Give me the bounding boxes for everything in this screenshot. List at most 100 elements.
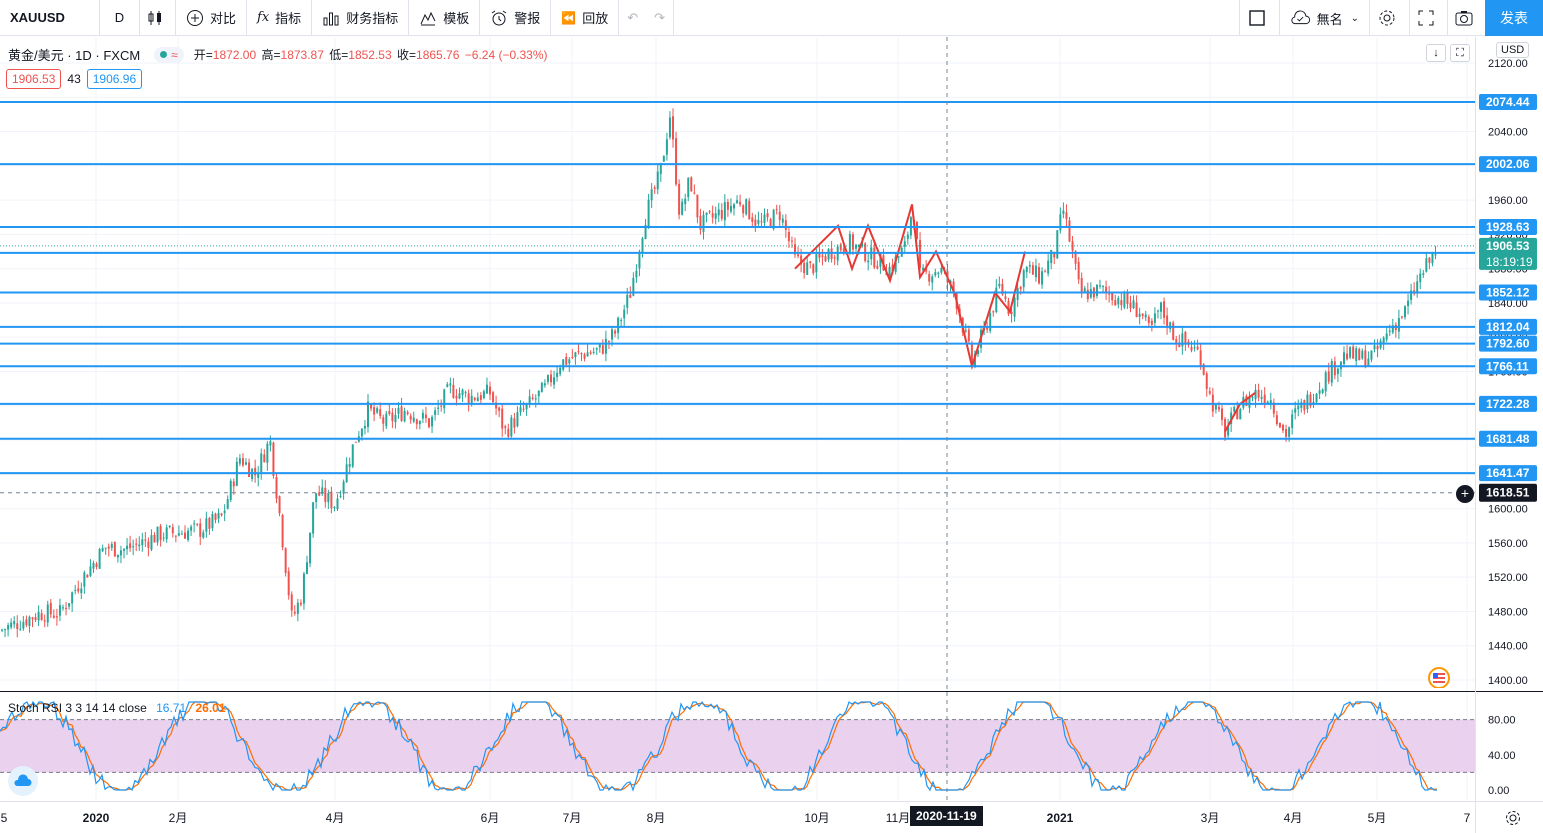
alert-button[interactable]: 警报 xyxy=(480,0,552,36)
expand-icon xyxy=(1418,10,1433,26)
candle-body xyxy=(790,240,793,242)
gear-icon[interactable] xyxy=(1476,802,1543,833)
candle-body xyxy=(745,199,748,215)
candle-body xyxy=(998,283,1001,287)
templates-button[interactable]: 模板 xyxy=(409,0,481,36)
snapshot-button[interactable] xyxy=(1447,0,1485,36)
candle-body xyxy=(757,219,760,224)
candle-body xyxy=(229,480,232,500)
candle-body xyxy=(916,221,918,240)
rsi-scale-svg[interactable]: 80.00 40.00 0.00 xyxy=(1476,692,1543,800)
candle-body xyxy=(1141,313,1144,316)
candle-body xyxy=(510,417,513,437)
candle-body xyxy=(1352,346,1355,359)
market-status-badge[interactable]: ≈ xyxy=(154,46,184,63)
symbol-title[interactable]: 黄金/美元 · 1D · FXCM xyxy=(8,48,141,63)
candle-body xyxy=(293,611,296,614)
time-axis[interactable]: 5 2020 2月 4月 6月 7月 8月 10月 11月 2021 3月 4月 5月 7 xyxy=(0,801,1475,833)
candle-body xyxy=(1257,389,1260,398)
candle-body xyxy=(583,354,586,359)
candle-body xyxy=(1105,286,1108,292)
candle-body xyxy=(113,541,116,557)
candle-body xyxy=(1169,322,1172,330)
indicators-button[interactable]: fx 指标 xyxy=(247,0,313,36)
candle-body xyxy=(159,525,162,541)
candle-body xyxy=(406,412,409,415)
candle-body xyxy=(479,395,482,401)
candle-body xyxy=(1294,408,1297,413)
candle-body xyxy=(263,454,266,463)
candle-body xyxy=(1330,361,1333,383)
candle-body xyxy=(257,473,260,478)
candle-body xyxy=(403,410,406,422)
financials-button[interactable]: 财务指标 xyxy=(312,0,410,36)
price-chart[interactable] xyxy=(0,37,1475,691)
tradingview-logo[interactable] xyxy=(8,766,38,796)
layout-save-button[interactable]: 無名 ⌄ xyxy=(1279,0,1369,36)
candle-body xyxy=(1132,300,1135,309)
candle-body xyxy=(418,420,421,425)
candle-body xyxy=(135,543,138,545)
candle-body xyxy=(964,330,967,332)
candle-body xyxy=(574,352,577,358)
high-label: 高= xyxy=(261,48,281,62)
fullscreen-layout-button[interactable] xyxy=(1239,0,1279,36)
replay-button[interactable]: ⏪ 回放 xyxy=(551,0,620,36)
candle-body xyxy=(919,240,922,269)
undo-button[interactable]: ↶ xyxy=(619,0,646,36)
candle-body xyxy=(141,539,144,546)
interval-label: D xyxy=(114,10,125,25)
stoch-rsi-chart[interactable] xyxy=(0,692,1475,800)
candle-body xyxy=(842,248,845,253)
close-value: 1865.76 xyxy=(416,48,460,62)
time-tick-label: 3月 xyxy=(1201,811,1220,825)
level-price-tag xyxy=(1479,218,1537,235)
candle-body xyxy=(147,541,150,548)
sell-price-button[interactable]: 1906.53 xyxy=(6,69,62,89)
candle-body xyxy=(1227,426,1230,436)
price-scale-svg[interactable]: 2120.002080.002040.002000.001960.001920.… xyxy=(1476,37,1543,691)
candle-body xyxy=(784,220,787,230)
candle-body xyxy=(28,616,31,627)
chart-type-button[interactable] xyxy=(140,0,176,36)
rsi-scale[interactable]: 80.00 40.00 0.00 xyxy=(1476,692,1543,800)
candle-body xyxy=(1190,347,1193,351)
candle-body xyxy=(92,563,95,569)
candle-body xyxy=(144,539,147,541)
maximize-pane-button[interactable]: ⛶ xyxy=(1450,44,1470,62)
candle-body xyxy=(1282,424,1284,431)
stoch-rsi-pane[interactable] xyxy=(0,692,1475,800)
candle-body xyxy=(1,629,3,631)
candle-body xyxy=(65,607,68,609)
us-flag-icon[interactable] xyxy=(1425,664,1453,688)
symbol-search-button[interactable]: XAUUSD xyxy=(0,0,100,36)
price-tick-label: 1520.00 xyxy=(1488,572,1528,584)
crosshair-price-label: 1618.51 xyxy=(1486,486,1530,500)
stoch-rsi-legend[interactable]: Stoch RSI 3 3 14 14 close 16.71 26.01 xyxy=(8,701,226,715)
buy-price-button[interactable]: 1906.96 xyxy=(86,69,143,89)
candle-body xyxy=(348,463,351,467)
compare-button[interactable]: 对比 xyxy=(176,0,248,36)
time-tick-label: 7月 xyxy=(563,811,582,825)
time-axis-svg[interactable]: 5 2020 2月 4月 6月 7月 8月 10月 11月 2021 3月 4月 5月 7 xyxy=(0,802,1475,833)
time-tick-label: 6月 xyxy=(481,811,500,825)
candle-body xyxy=(876,266,879,269)
candle-body xyxy=(970,343,973,365)
candle-body xyxy=(1309,394,1312,406)
publish-button[interactable]: 发表 xyxy=(1485,0,1543,36)
currency-button[interactable]: USD xyxy=(1496,42,1530,58)
redo-button[interactable]: ↷ xyxy=(646,0,675,36)
interval-button[interactable]: D xyxy=(100,0,140,36)
candle-body xyxy=(409,415,412,420)
candle-body xyxy=(1065,212,1068,219)
price-tick-label: 1400.00 xyxy=(1488,675,1528,687)
candle-body xyxy=(138,544,141,547)
main-chart-pane[interactable] xyxy=(0,37,1475,691)
settings-button[interactable] xyxy=(1369,0,1409,36)
fullscreen-button[interactable] xyxy=(1409,0,1447,36)
add-plus-button[interactable]: + xyxy=(1456,485,1474,503)
candle-body xyxy=(647,199,650,228)
price-scale[interactable]: 2120.002080.002040.002000.001960.001920.… xyxy=(1476,37,1543,691)
pane-divider[interactable] xyxy=(0,691,1543,692)
move-down-button[interactable]: ↓ xyxy=(1426,44,1446,62)
